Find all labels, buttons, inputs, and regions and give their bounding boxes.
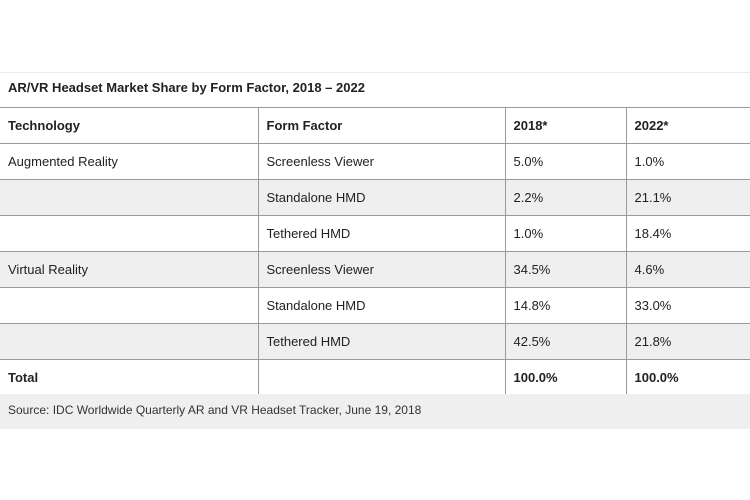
table-row: Tethered HMD 1.0% 18.4% — [0, 215, 750, 252]
header-2022: 2022* — [625, 107, 750, 144]
cell-form-factor: Screenless Viewer — [257, 251, 506, 288]
cell-form-factor: Tethered HMD — [257, 215, 506, 252]
title-band — [0, 72, 750, 108]
cell-2022: 1.0% — [625, 143, 750, 180]
table-row: Virtual Reality Screenless Viewer 34.5% … — [0, 251, 750, 288]
cell-2022: 21.8% — [625, 323, 750, 360]
total-row: Total 100.0% 100.0% — [0, 359, 750, 396]
cell-form-factor: Standalone HMD — [257, 179, 506, 216]
cell-form-factor: Screenless Viewer — [257, 143, 506, 180]
cell-form-factor: Standalone HMD — [257, 287, 506, 324]
table-title: AR/VR Headset Market Share by Form Facto… — [8, 80, 365, 95]
cell-technology — [0, 215, 259, 252]
header-technology: Technology — [0, 107, 259, 144]
cell-2018: 14.8% — [504, 287, 627, 324]
total-label: Total — [0, 359, 259, 396]
source-band — [0, 394, 750, 429]
header-form-factor: Form Factor — [257, 107, 506, 144]
cell-technology — [0, 179, 259, 216]
cell-2022: 4.6% — [625, 251, 750, 288]
cell-2022: 33.0% — [625, 287, 750, 324]
table-row: Standalone HMD 14.8% 33.0% — [0, 287, 750, 324]
cell-technology: Augmented Reality — [0, 143, 259, 180]
cell-technology: Virtual Reality — [0, 251, 259, 288]
header-row: Technology Form Factor 2018* 2022* — [0, 107, 750, 144]
cell-form-factor: Tethered HMD — [257, 323, 506, 360]
table-row: Tethered HMD 42.5% 21.8% — [0, 323, 750, 360]
market-share-table: Technology Form Factor 2018* 2022* Augme… — [0, 107, 750, 396]
cell-technology — [0, 287, 259, 324]
total-2022: 100.0% — [625, 359, 750, 396]
cell-2018: 1.0% — [504, 215, 627, 252]
table-row: Augmented Reality Screenless Viewer 5.0%… — [0, 143, 750, 180]
total-2018: 100.0% — [504, 359, 627, 396]
source-note: Source: IDC Worldwide Quarterly AR and V… — [8, 403, 422, 417]
table-row: Standalone HMD 2.2% 21.1% — [0, 179, 750, 216]
cell-2018: 34.5% — [504, 251, 627, 288]
header-2018: 2018* — [504, 107, 627, 144]
cell-2022: 18.4% — [625, 215, 750, 252]
cell-technology — [0, 323, 259, 360]
cell-2018: 42.5% — [504, 323, 627, 360]
cell-2022: 21.1% — [625, 179, 750, 216]
cell-2018: 2.2% — [504, 179, 627, 216]
cell-2018: 5.0% — [504, 143, 627, 180]
total-form-factor — [257, 359, 506, 396]
